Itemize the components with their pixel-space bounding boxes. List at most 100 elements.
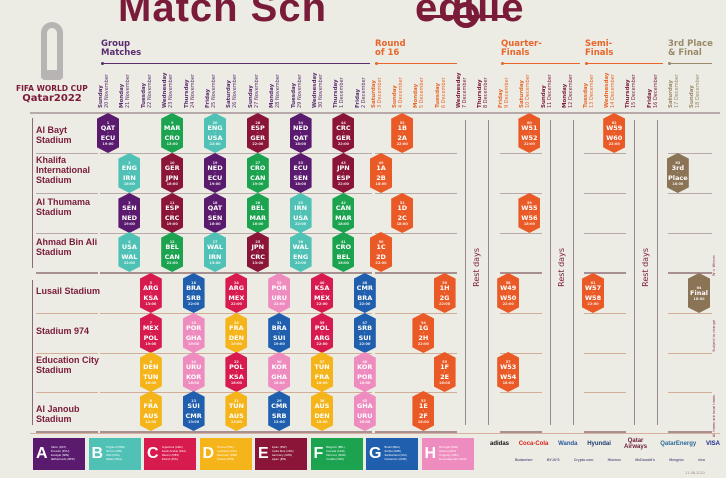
match-badge: 32 POR · URU 22:00 (268, 273, 291, 313)
home-team: ESP (165, 203, 180, 212)
away-team: DEN (314, 411, 330, 420)
away-team: BRA (357, 293, 373, 302)
date-column-header: Sunday 27 November (248, 56, 268, 108)
date: 23 November (168, 74, 175, 108)
match-badge: 20 ENG · USA 22:00 (204, 113, 226, 153)
footnote: W = Winner (712, 255, 716, 277)
versus-dot: · (422, 408, 425, 413)
home-team: 1F (440, 362, 450, 371)
match-number: 18 (212, 200, 218, 205)
match-number: 45 (362, 398, 368, 403)
home-team: ARG (143, 283, 159, 292)
versus-dot: · (443, 369, 446, 374)
date-column-header: Sunday 4 December (392, 56, 412, 108)
weekday: Monday (561, 83, 568, 108)
sponsor-row-1: adidas Coca-Cola Wanda Hyundai Qatar Airways… (490, 437, 720, 451)
version-date: 11.08.2022 (685, 471, 706, 475)
home-team: WAL (292, 242, 309, 251)
match-badge: 9 MAR · CRO 13:00 (161, 113, 184, 153)
group-legend-box: F Belgium (BEL) Canada (CAN) Morocco (MAR) C… (310, 438, 363, 470)
match-badge: 39 POL · ARG 22:00 (311, 313, 333, 353)
away-team: ECU (207, 173, 223, 182)
match-number: 47 (362, 320, 368, 325)
home-team: CMR (271, 401, 288, 410)
kickoff-time: 16:00 (166, 181, 178, 186)
match-number: 15 (191, 320, 197, 325)
versus-dot: · (321, 408, 323, 413)
home-team: SEN (122, 203, 137, 212)
group-team: Mexico (MEX) (161, 454, 180, 457)
match-number: 63 (675, 160, 681, 165)
group-team: Portugal (POR) (439, 446, 459, 449)
match-badge: 16 BRA · SRB 22:00 (182, 273, 205, 313)
date-column-header: Monday 21 November (119, 56, 139, 108)
away-team: KSA (229, 372, 244, 381)
group-team: Cameroon (CMR) (384, 458, 407, 461)
away-team: POL (143, 333, 159, 342)
group-team: Belgium (BEL) (326, 446, 345, 449)
stage-label-line2: & Final (668, 48, 702, 58)
away-team: W50 (500, 293, 517, 302)
row-divider (375, 392, 457, 393)
match-badge: 50 1C · 2D 22:00 (370, 232, 392, 272)
versus-dot: · (257, 130, 259, 135)
versus-dot: · (613, 130, 615, 135)
versus-dot: · (171, 249, 173, 254)
kickoff-time: 18:00 (523, 221, 535, 226)
match-number: 10 (169, 160, 175, 165)
row-divider (668, 392, 712, 393)
date: 20 November (104, 74, 110, 108)
away-team: 2F (418, 411, 428, 420)
group-team: Denmark (DEN) (217, 454, 238, 457)
kickoff-time: 18:00 (316, 419, 328, 424)
match-badge: 37 TUN · FRA 18:00 (311, 352, 333, 392)
match-badge: 35 IRN · USA 22:00 (289, 193, 312, 233)
row-divider (375, 233, 457, 234)
match-number: 42 (340, 200, 346, 205)
away-team: W58 (584, 293, 602, 302)
row-divider (375, 431, 457, 433)
match-number: 46 (362, 359, 368, 364)
stadium-group-bar (32, 280, 33, 425)
match-badge: 60 W51 · W52 22:00 (518, 113, 541, 153)
row-divider (500, 313, 542, 314)
match-number: 56 (442, 280, 448, 285)
match-number: 19 (212, 160, 218, 165)
match-number: 26 (255, 200, 261, 205)
versus-dot: · (107, 130, 109, 135)
versus-dot: · (321, 369, 323, 374)
rest-days-label: Rest days (557, 248, 566, 287)
away-team: CAN (250, 173, 266, 182)
kickoff-time: 22:00 (502, 301, 514, 306)
row-divider (500, 193, 542, 194)
row-divider (36, 272, 98, 274)
versus-dot: · (364, 290, 366, 295)
kickoff-time: 13:00 (145, 301, 157, 306)
match-number: 6 (149, 359, 153, 364)
date: 25 November (211, 74, 217, 108)
date: 18 December (695, 74, 701, 108)
match-badge: 4 USA · WAL 22:00 (118, 232, 141, 272)
away-team: CAN (164, 252, 180, 261)
trophy-icon (41, 22, 63, 80)
group-letter: D (202, 445, 215, 462)
versus-dot: · (192, 330, 195, 335)
row-divider (36, 233, 98, 234)
versus-dot: · (401, 130, 403, 135)
versus-dot: · (299, 210, 302, 215)
stage-label-line1: Quarter- (501, 39, 542, 49)
versus-dot: · (380, 249, 382, 254)
match-number: 36 (298, 239, 304, 244)
row-divider (36, 153, 98, 154)
match-badge: 15 POR · GHA 19:00 (182, 313, 205, 353)
row-divider (584, 431, 626, 433)
home-team: W59 (606, 123, 623, 132)
kickoff-time: 22:00 (359, 301, 371, 306)
group-letter: F (313, 445, 324, 462)
stage-label-line1: 3rd Place (668, 39, 713, 49)
match-badge: 55 1F · 2E 18:00 (433, 352, 456, 392)
match-badge: 57 W53 · W54 18:00 (497, 352, 520, 392)
kickoff-time: 13:00 (209, 260, 221, 265)
home-team: ESP (250, 123, 265, 132)
date-column-header: Tuesday 22 November (141, 56, 161, 108)
